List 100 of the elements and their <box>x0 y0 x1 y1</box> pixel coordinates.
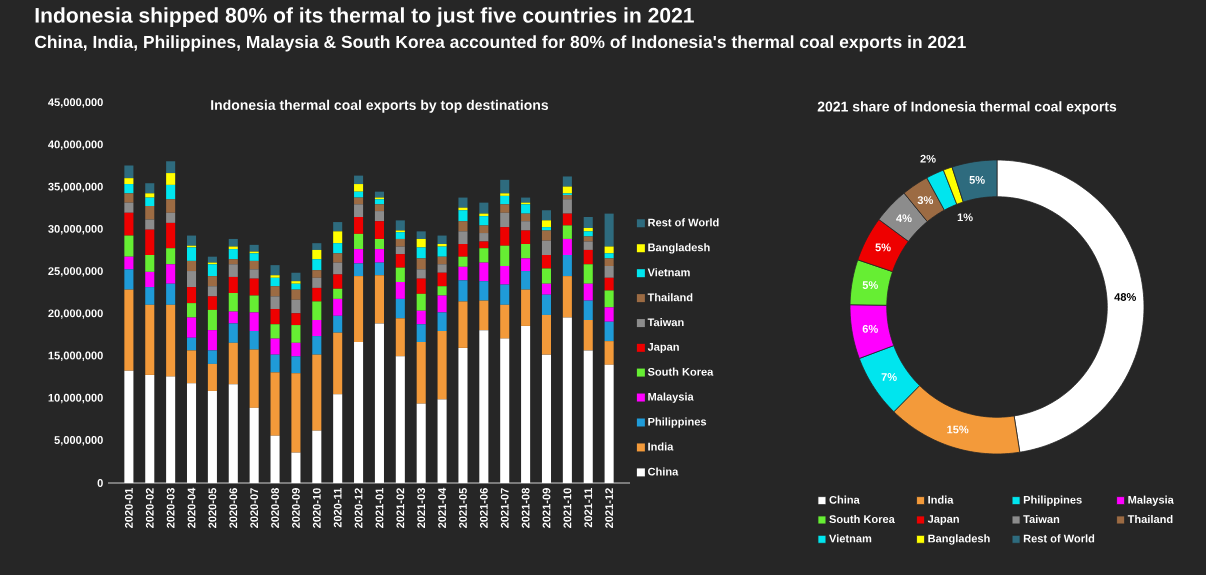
bar <box>145 193 155 198</box>
x-tick-label: 2020-02 <box>145 488 154 528</box>
bar <box>437 286 447 296</box>
bar <box>124 178 134 185</box>
bar <box>437 295 447 313</box>
text: Indonesia shipped 80% of its thermal to just five countries in 2021 <box>35 7 694 27</box>
bar <box>354 217 364 234</box>
bar <box>270 277 280 287</box>
bar <box>583 217 593 228</box>
bar <box>541 268 552 284</box>
x-tick-label: 2021-06 <box>479 488 488 528</box>
bar <box>541 227 552 231</box>
bar <box>458 244 468 257</box>
bar <box>416 341 426 404</box>
y-tick-label: 20,000,000 <box>48 309 103 319</box>
chart-title: Indonesia thermal coal exports by top destinations <box>211 99 549 113</box>
bar <box>604 364 614 483</box>
x-tick-label: 2021-08 <box>521 488 530 528</box>
bar <box>479 233 489 242</box>
bar <box>249 295 259 313</box>
bar <box>228 342 238 385</box>
data-label: 3% <box>917 196 934 205</box>
bar <box>186 383 197 483</box>
x-tick-label: 2021-03 <box>417 488 426 528</box>
bar <box>374 249 384 263</box>
bar <box>354 263 364 277</box>
y-tick-label: 40,000,000 <box>48 140 103 150</box>
legend-label: South Korea <box>647 367 714 376</box>
bar <box>166 248 176 265</box>
bar <box>541 283 552 295</box>
bar <box>166 222 176 249</box>
bar <box>228 264 238 277</box>
bar <box>416 310 426 325</box>
bar <box>458 197 468 208</box>
bar <box>374 191 384 198</box>
bar <box>562 255 572 277</box>
bar <box>291 452 301 483</box>
bar <box>500 338 510 483</box>
bar <box>312 336 322 355</box>
bar <box>521 271 531 290</box>
bar <box>604 265 614 278</box>
bar <box>270 296 280 310</box>
bar <box>395 282 405 299</box>
bar <box>541 210 552 221</box>
bar <box>124 212 134 236</box>
bar <box>458 221 468 232</box>
data-label: 6% <box>862 324 878 333</box>
data-label: 4% <box>896 214 912 223</box>
bar <box>521 325 531 483</box>
bar <box>312 287 322 302</box>
bar <box>562 238 572 255</box>
bar <box>186 247 197 261</box>
data-label: 7% <box>881 373 897 381</box>
bar <box>437 264 447 273</box>
bar <box>604 290 614 308</box>
legend-label: South Korea <box>829 514 895 524</box>
bar <box>374 199 384 205</box>
bar <box>291 313 301 326</box>
bar <box>416 258 426 270</box>
bar <box>416 324 426 342</box>
legend-label: India <box>928 495 954 504</box>
bar <box>291 272 301 282</box>
bar <box>395 220 405 231</box>
bar <box>395 298 405 319</box>
bar <box>416 403 426 483</box>
bar <box>207 276 217 287</box>
bar <box>312 430 322 483</box>
legend-label: China <box>829 495 860 504</box>
bar <box>521 213 531 222</box>
bar <box>500 227 510 246</box>
bar <box>604 213 614 247</box>
bar <box>249 260 259 270</box>
bar <box>458 231 468 245</box>
legend-label: Taiwan <box>647 318 684 327</box>
bar <box>333 288 343 299</box>
bar <box>270 324 280 339</box>
bar <box>521 221 531 231</box>
bar <box>333 222 343 232</box>
y-tick-label: 5,000,000 <box>54 436 103 446</box>
bar <box>354 276 364 342</box>
bar <box>395 232 405 239</box>
bar <box>354 204 364 217</box>
bar <box>562 195 572 200</box>
bar <box>333 394 343 483</box>
bar <box>228 311 238 324</box>
text: China, India, Philippines, Malaysia & South Korea accounted for 80% of Indonesia's thermal coal exports in 2021 <box>34 35 966 52</box>
bar <box>458 210 468 222</box>
bar <box>500 179 510 194</box>
bar <box>604 341 614 365</box>
data-label: 5% <box>862 281 878 289</box>
bar <box>166 376 176 483</box>
x-tick-label: 2021-11 <box>584 488 593 528</box>
bar <box>124 235 134 257</box>
bar <box>228 323 238 343</box>
bar <box>145 219 155 230</box>
bar <box>458 266 468 281</box>
bar <box>312 270 322 278</box>
bar <box>145 304 155 375</box>
bar <box>291 325 301 343</box>
bar <box>270 309 280 325</box>
